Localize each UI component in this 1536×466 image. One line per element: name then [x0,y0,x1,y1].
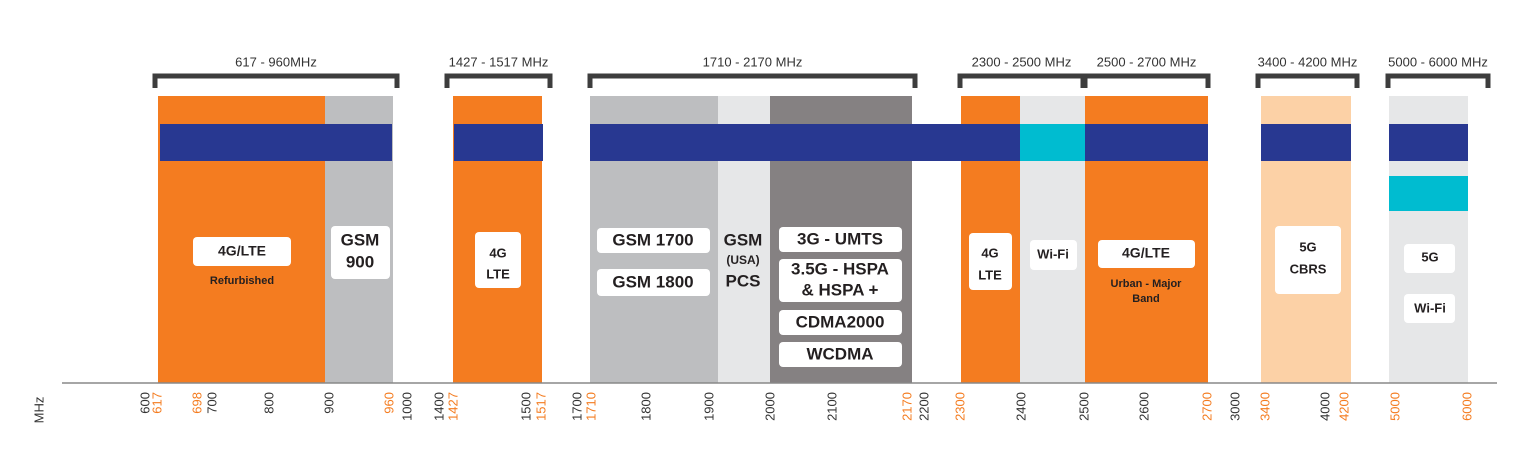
label-box [597,228,710,253]
band-label: 5G [1299,239,1316,254]
tick-label: 1900 [701,392,716,421]
label-box [1404,244,1455,273]
label-box [475,232,521,288]
band-label: Band [1132,293,1160,305]
label-box [1030,240,1077,270]
band-label: GSM 1700 [612,230,693,249]
bracket-label: 2500 - 2700 MHz [1097,54,1197,69]
label-box [779,342,902,367]
tick-label: 1500 [518,392,533,421]
band-label: 4G [489,245,506,260]
tick-label: 4200 [1336,392,1351,421]
bracket-label: 1427 - 1517 MHz [449,54,549,69]
band-label: GSM 1800 [612,272,693,291]
bracket-label: 1710 - 2170 MHz [703,54,803,69]
tick-label: 6000 [1459,392,1474,421]
carrier-bar [1261,124,1351,161]
label-box [779,310,902,335]
tick-label: 800 [261,392,276,414]
tick-label: 2200 [916,392,931,421]
tick-label: 3400 [1257,392,1272,421]
bracket [587,73,918,88]
wifi-bar [1020,124,1085,161]
band-label: LTE [486,266,510,281]
tick-label: 1800 [638,392,653,421]
band-label: 4G [981,245,998,260]
band-label: WCDMA [806,344,873,363]
carrier-bars [160,124,1468,211]
band-label: Wi-Fi [1037,246,1069,261]
carrier-bar [454,124,543,161]
band-label: GSM [724,230,763,249]
band-label: & HSPA + [802,280,879,299]
label-box [779,259,902,302]
tick-label: 1517 [533,392,548,421]
carrier-bar [590,124,1020,161]
tick-label: 1700 [569,392,584,421]
band-label: 4G/LTE [218,243,266,259]
tick-label: 2400 [1013,392,1028,421]
label-box [1098,240,1195,268]
carrier-bar [1389,124,1468,161]
band-label: Urban - Major [1111,278,1183,290]
band-label: Refurbished [210,275,274,287]
axis-unit: MHz [31,397,46,424]
tick-label: 2300 [952,392,967,421]
bracket [957,73,1086,88]
tick-label: 2600 [1136,392,1151,421]
bracket-label: 5000 - 6000 MHz [1388,54,1488,69]
tick-label: 3000 [1227,392,1242,421]
tick-label: 2500 [1076,392,1091,421]
tick-label: 698 [189,392,204,414]
wifi-bar [1389,176,1468,211]
band-label: Wi-Fi [1414,300,1446,315]
band-label: LTE [978,267,1002,282]
tick-label: 5000 [1387,392,1402,421]
band-label: 5G [1421,249,1438,264]
bracket-label: 2300 - 2500 MHz [972,54,1072,69]
tick-label: 960 [381,392,396,414]
tick-label: 1710 [583,392,598,421]
label-box [1404,294,1455,323]
label-box [331,226,390,279]
tick-label: 2000 [762,392,777,421]
bracket [152,73,400,88]
bracket [1082,73,1211,88]
band-label: PCS [726,271,761,290]
label-box [597,269,710,296]
bracket [1385,73,1491,88]
carrier-bar [1085,124,1208,161]
tick-label: 617 [149,392,164,414]
band-label: (USA) [726,253,759,267]
carrier-bar [160,124,392,161]
bracket-label: 3400 - 4200 MHz [1258,54,1358,69]
bracket [1255,73,1360,88]
tick-label: 1000 [399,392,414,421]
tick-label: 1400 [431,392,446,421]
band-label: 3.5G - HSPA [791,259,889,278]
band-label: GSM [341,230,380,249]
band-label: 4G/LTE [1122,245,1170,261]
tick-label: 600 [137,392,152,414]
band-label: CDMA2000 [796,312,885,331]
tick-label: 1427 [445,392,460,421]
band-label: CBRS [1290,261,1327,276]
label-box [1275,226,1341,294]
band-label: 900 [346,252,374,271]
bracket-label: 617 - 960MHz [235,54,317,69]
tick-label: 700 [204,392,219,414]
label-box [193,237,291,266]
tick-label: 2170 [899,392,914,421]
tick-label: 4000 [1317,392,1332,421]
bracket [444,73,553,88]
band-label: 3G - UMTS [797,229,883,248]
tick-label: 900 [321,392,336,414]
tick-label: 2100 [824,392,839,421]
tick-label: 2700 [1199,392,1214,421]
label-box [969,233,1012,290]
label-box [779,227,902,252]
